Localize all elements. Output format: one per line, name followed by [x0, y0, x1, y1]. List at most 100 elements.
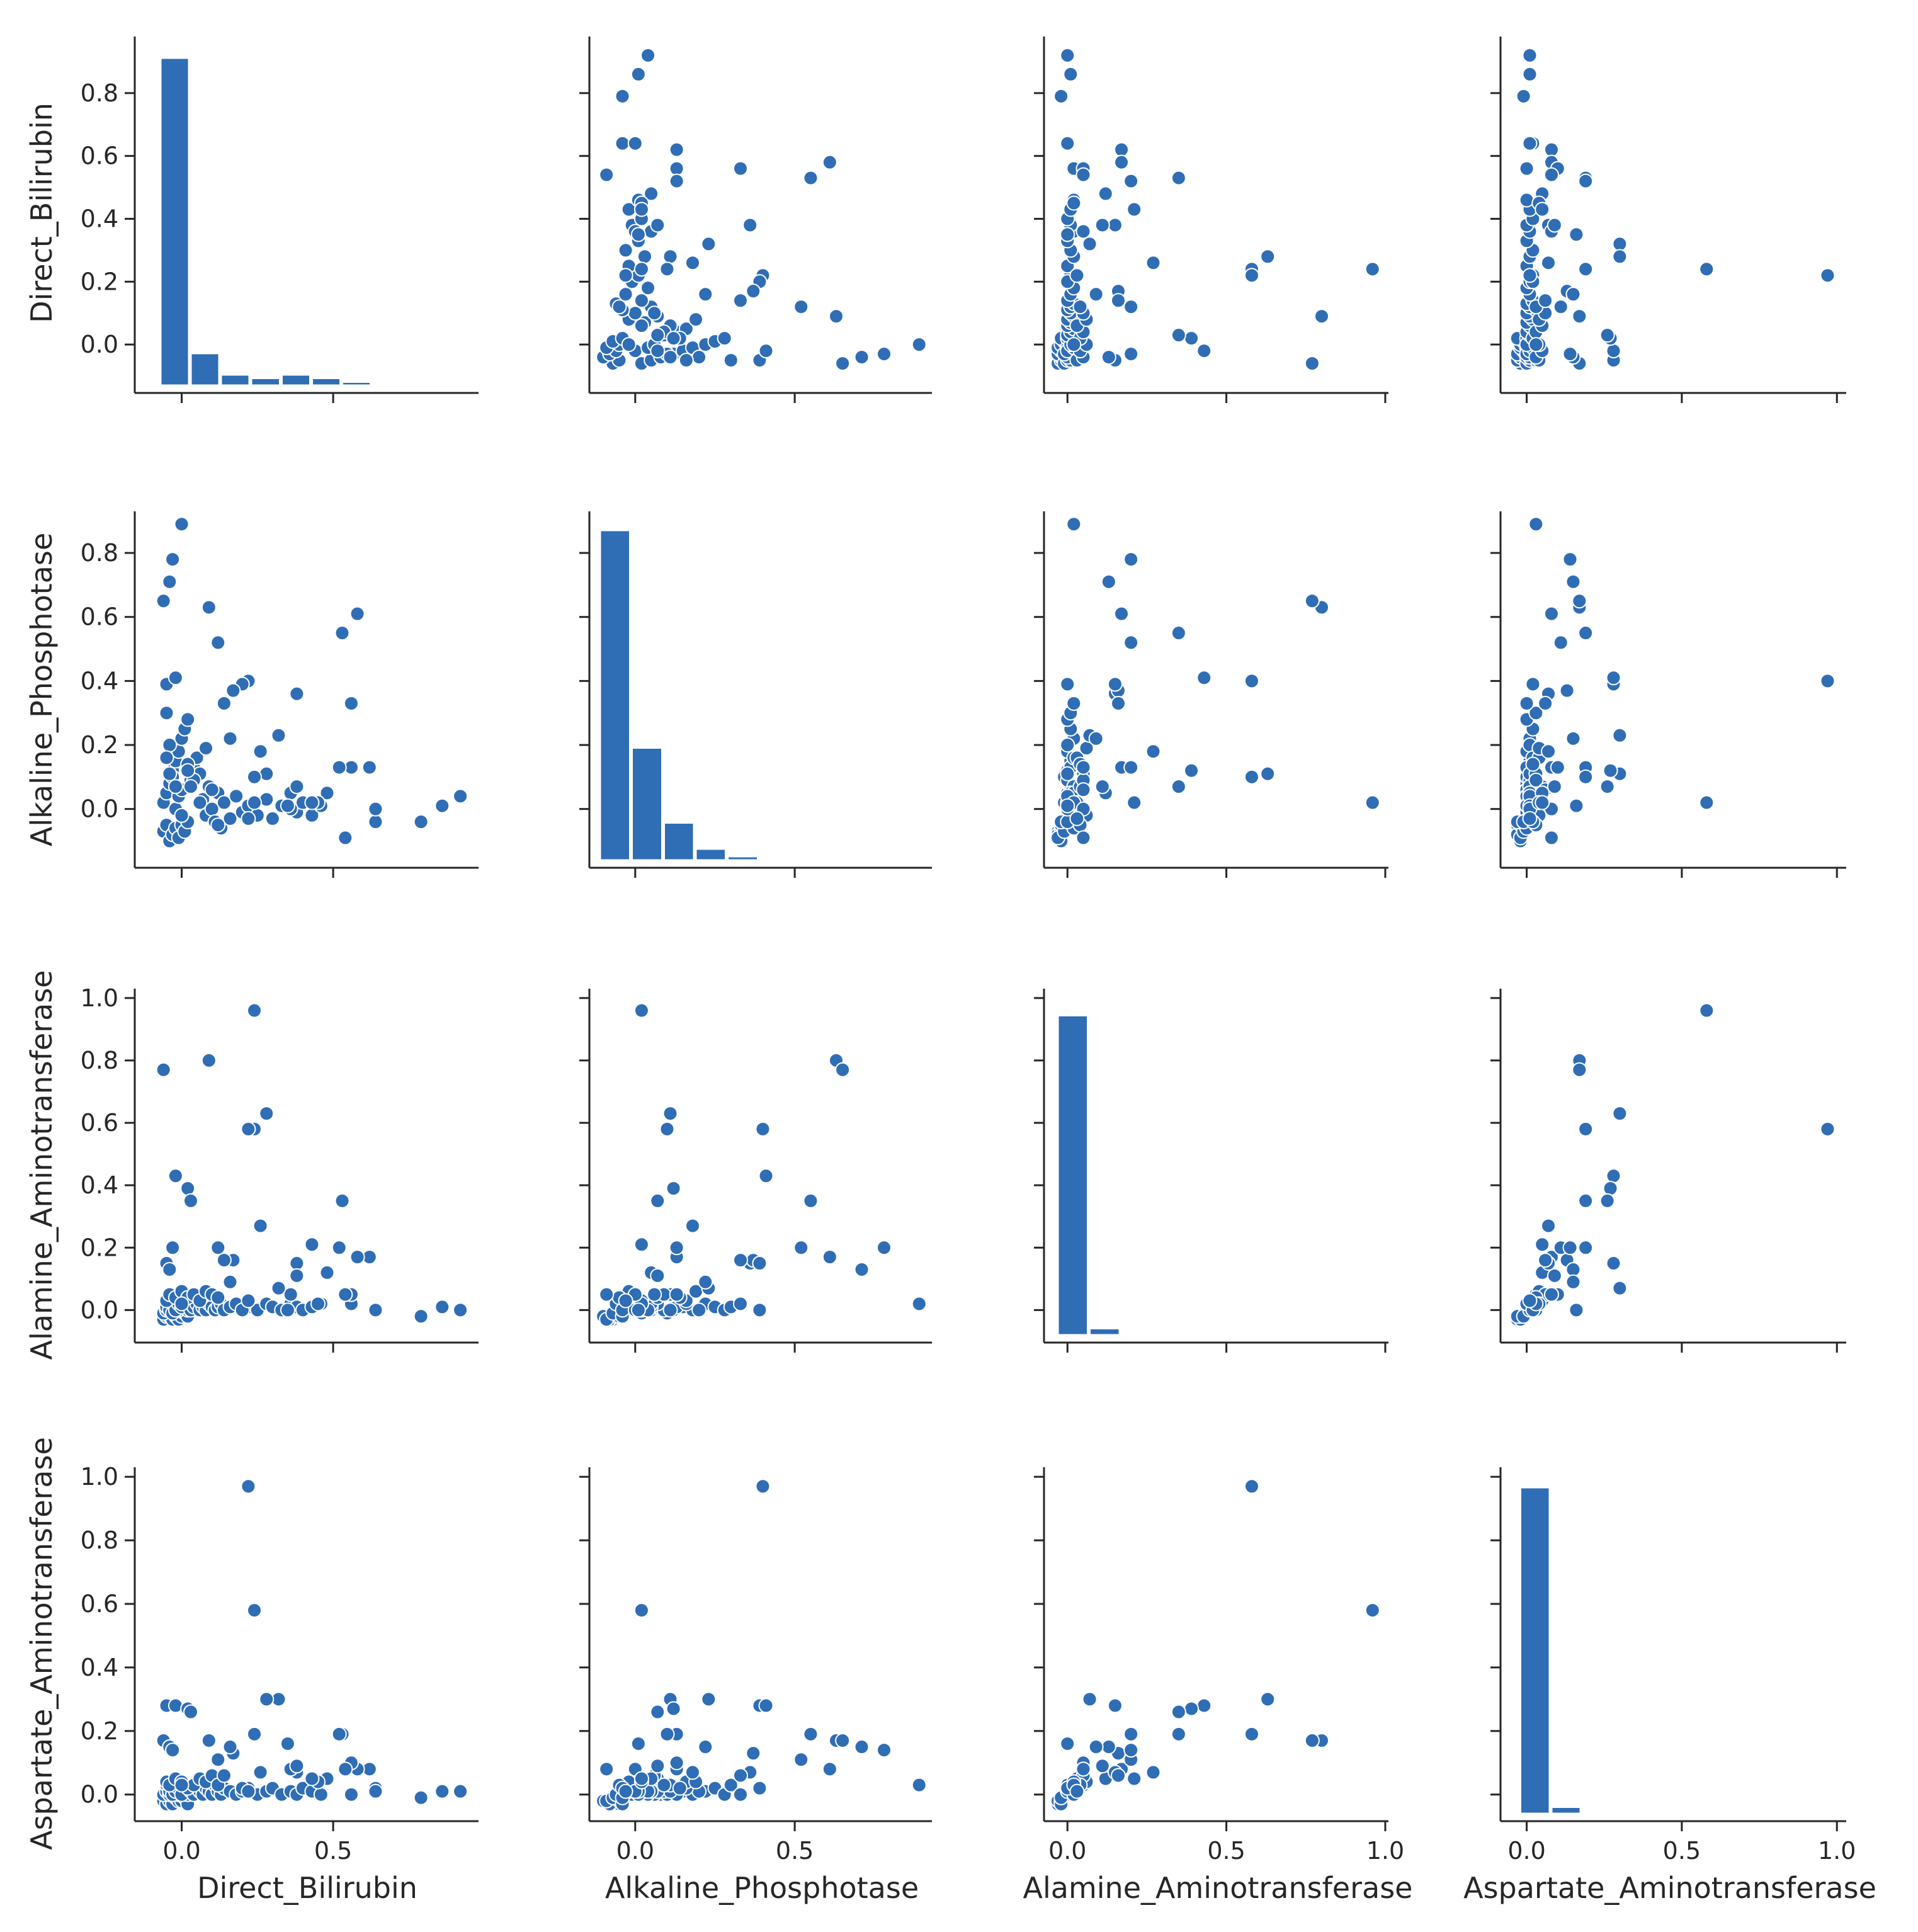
scatter-point-r0-c3-66 — [1519, 161, 1535, 176]
scatter-point-r1-c0-71 — [319, 785, 335, 801]
scatter-point-r0-c2-96 — [1094, 217, 1110, 233]
scatter-point-r2-c1-78 — [659, 1121, 675, 1137]
scatter-point-r0-c1-50 — [662, 349, 678, 365]
scatter-point-r1-c0-56 — [198, 741, 214, 756]
scatter-point-r1-c0-42 — [264, 810, 280, 826]
scatter-point-r1-c0-62 — [368, 814, 383, 830]
scatter-point-r0-c3-94 — [1541, 255, 1557, 271]
scatter-point-r2-c1-27 — [662, 1302, 678, 1318]
scatter-point-r1-c2-93 — [1060, 798, 1075, 814]
scatter-point-r3-c2-94 — [1145, 1764, 1161, 1780]
scatter-point-r2-c1-92 — [650, 1193, 666, 1208]
scatter-point-r0-c3-78 — [1578, 261, 1594, 277]
scatter-point-r0-c1-52 — [621, 337, 637, 353]
hist-bar-Alkaline_Phosphotase-2 — [662, 821, 695, 861]
scatter-point-r2-c1-91 — [666, 1181, 681, 1196]
axis-ticks: 0.0 0.2 0.4 0.6 0.8 0.0 0.2 0.4 0.6 0.8 0.0 0.2 0.4 0… — [81, 79, 1856, 1865]
x-tick-label-c3-1: 0.5 — [1663, 1837, 1701, 1865]
scatter-point-r1-c0-85 — [156, 593, 171, 609]
scatter-point-r0-c1-66 — [733, 161, 748, 176]
scatter-point-r2-c0-63 — [368, 1302, 383, 1318]
x-tick-label-c2-1: 0.5 — [1207, 1837, 1245, 1865]
scatter-point-r2-c1-66 — [733, 1296, 748, 1312]
scatter-point-r2-c1-93 — [630, 1302, 646, 1318]
scatter-point-r0-c1-98 — [698, 287, 713, 302]
scatter-point-r3-c2-69 — [1123, 1726, 1139, 1742]
scatter-point-r2-c1-95 — [633, 1237, 649, 1253]
x-axis-label-direct-bilirubin: Direct_Bilirubin — [197, 1871, 417, 1905]
scatter-point-r2-c3-77 — [1699, 1003, 1715, 1018]
scatter-point-r0-c3-95 — [1535, 202, 1550, 217]
scatter-point-r3-c0-82 — [210, 1752, 226, 1768]
scatter-point-r3-c2-76 — [1260, 1691, 1276, 1707]
scatter-point-r2-c3-92 — [1599, 1193, 1615, 1208]
scatter-point-r1-c0-91 — [180, 763, 196, 778]
scatter-point-r0-c3-61 — [1516, 88, 1531, 104]
scatter-point-r2-c1-82 — [793, 1240, 809, 1256]
scatter-point-r0-c1-76 — [662, 249, 678, 264]
scatter-point-r2-c0-68 — [334, 1193, 350, 1208]
scatter-point-r0-c2-72 — [1066, 195, 1082, 211]
scatter-point-r2-c3-89 — [1562, 1240, 1578, 1256]
scatter-point-r0-c1-84 — [829, 309, 844, 324]
scatter-point-r1-c2-91 — [1184, 763, 1200, 778]
y-tick-label-r3-4: 0.8 — [81, 1526, 118, 1554]
hist-bar-Alkaline_Phosphotase-3 — [695, 848, 727, 861]
scatter-point-r2-c3-74 — [1543, 1287, 1559, 1302]
scatter-point-r0-c1-96 — [650, 217, 666, 233]
scatter-point-r3-c1-94 — [685, 1764, 700, 1780]
scatter-point-r2-c0-70 — [338, 1287, 353, 1302]
scatter-point-r3-c2-92 — [1171, 1704, 1186, 1720]
scatter-point-r1-c2-19 — [1060, 737, 1075, 753]
scatter-point-r0-c3-75 — [1612, 236, 1628, 252]
scatter-point-r1-c3-75 — [1612, 727, 1628, 743]
scatter-point-r2-c3-91 — [1603, 1181, 1618, 1196]
scatter-point-r1-c2-88 — [1101, 574, 1116, 589]
scatter-point-r0-c2-79 — [1244, 268, 1259, 283]
scatter-point-r2-c1-70 — [599, 1287, 615, 1302]
y-tick-label-r1-2: 0.4 — [81, 667, 118, 695]
scatter-point-r1-c2-85 — [1304, 593, 1320, 609]
scatter-point-r1-c2-65 — [1114, 606, 1130, 622]
scatter-point-r2-c0-90 — [167, 1168, 183, 1184]
scatter-point-r2-c0-83 — [216, 1253, 232, 1268]
scatter-point-r1-c3-77 — [1699, 795, 1715, 810]
scatter-point-r0-c1-55 — [633, 318, 649, 334]
scatter-point-r1-c0-92 — [183, 779, 198, 795]
scatter-point-r1-c0-50 — [162, 766, 178, 781]
scatter-point-r2-c0-93 — [280, 1302, 295, 1318]
scatter-point-r0-c3-77 — [1699, 261, 1715, 277]
y-tick-label-r3-1: 0.2 — [81, 1717, 118, 1745]
scatter-point-r1-c0-75 — [271, 727, 287, 743]
hist-bar-Direct_Bilirubin-1 — [190, 352, 220, 387]
scatter-point-r0-c2-93 — [1060, 227, 1075, 242]
scatter-point-r0-c2-91 — [1184, 331, 1200, 346]
y-tick-label-r1-3: 0.6 — [81, 603, 118, 631]
scatter-point-r0-c2-89 — [1123, 346, 1139, 362]
scatter-point-r1-c0-19 — [162, 737, 178, 753]
scatter-point-r1-c0-37 — [229, 788, 244, 804]
scatter-point-r1-c2-97 — [1069, 810, 1085, 826]
scatter-point-r1-c0-84 — [201, 599, 217, 615]
scatter-point-r1-c3-93 — [1569, 798, 1584, 814]
scatter-point-r2-c0-97 — [241, 1293, 256, 1309]
scatter-point-r3-c1-70 — [599, 1761, 615, 1777]
scatter-point-r2-c1-65 — [822, 1249, 837, 1265]
scatter-point-r2-c1-83 — [733, 1253, 748, 1268]
y-tick-label-r2-0: 0.0 — [81, 1296, 118, 1324]
scatter-point-r3-c1-67 — [669, 1755, 684, 1771]
scatter-point-r1-c3-66 — [1519, 695, 1535, 711]
scatter-point-r0-c3-64 — [1543, 142, 1559, 157]
scatter-point-r3-c2-95 — [1126, 1771, 1142, 1787]
scatter-point-r2-c1-80 — [752, 1302, 768, 1318]
y-tick-label-r0-0: 0.0 — [81, 331, 118, 358]
scatter-point-r3-c1-78 — [659, 1726, 675, 1742]
scatter-point-r0-c2-90 — [1196, 343, 1212, 359]
scatter-point-r0-c1-91 — [666, 331, 681, 346]
y-tick-label-r3-0: 0.0 — [81, 1781, 118, 1809]
scatter-point-r2-c3-98 — [1565, 1274, 1581, 1290]
scatter-point-r0-c3-93 — [1569, 227, 1584, 242]
scatter-point-r0-c1-78 — [659, 261, 675, 277]
scatter-point-r1-c0-70 — [338, 830, 353, 846]
scatter-point-r1-c0-63 — [368, 801, 383, 817]
